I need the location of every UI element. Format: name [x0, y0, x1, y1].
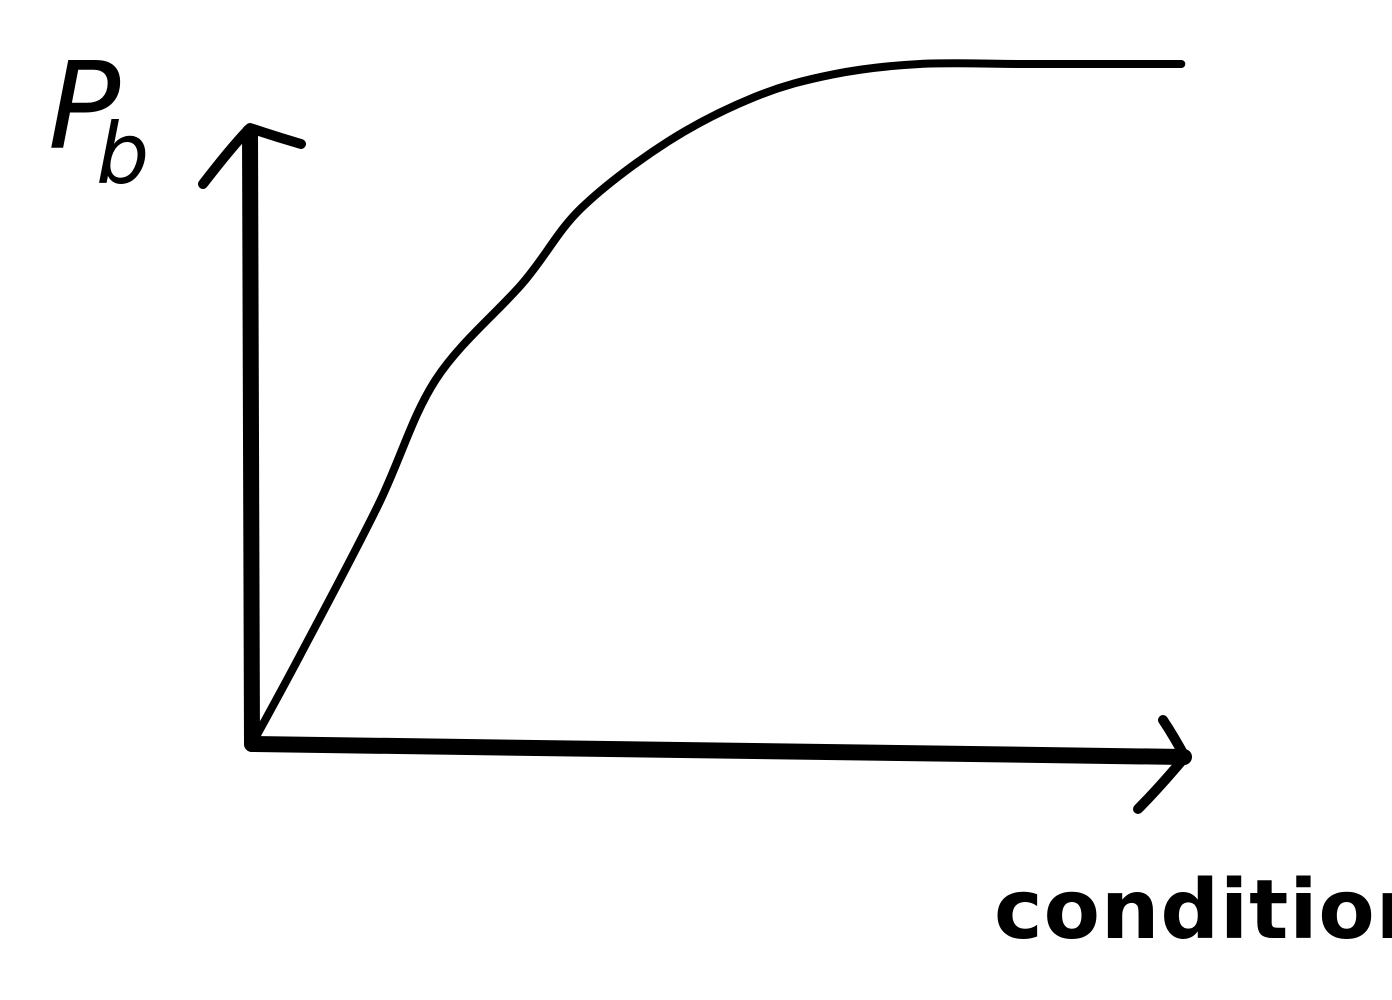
- x-axis-line: [244, 736, 1192, 765]
- x-axis-arrowhead: [1133, 715, 1190, 814]
- y-axis-label-subscript: b: [96, 105, 149, 203]
- y-axis-label: P b: [48, 38, 149, 203]
- x-axis-label: condition: [994, 863, 1392, 958]
- y-axis-arrowhead: [198, 123, 306, 189]
- y-axis-line: [242, 124, 260, 752]
- data-series-line: [248, 59, 1186, 748]
- y-axis-label-main: P: [48, 38, 121, 177]
